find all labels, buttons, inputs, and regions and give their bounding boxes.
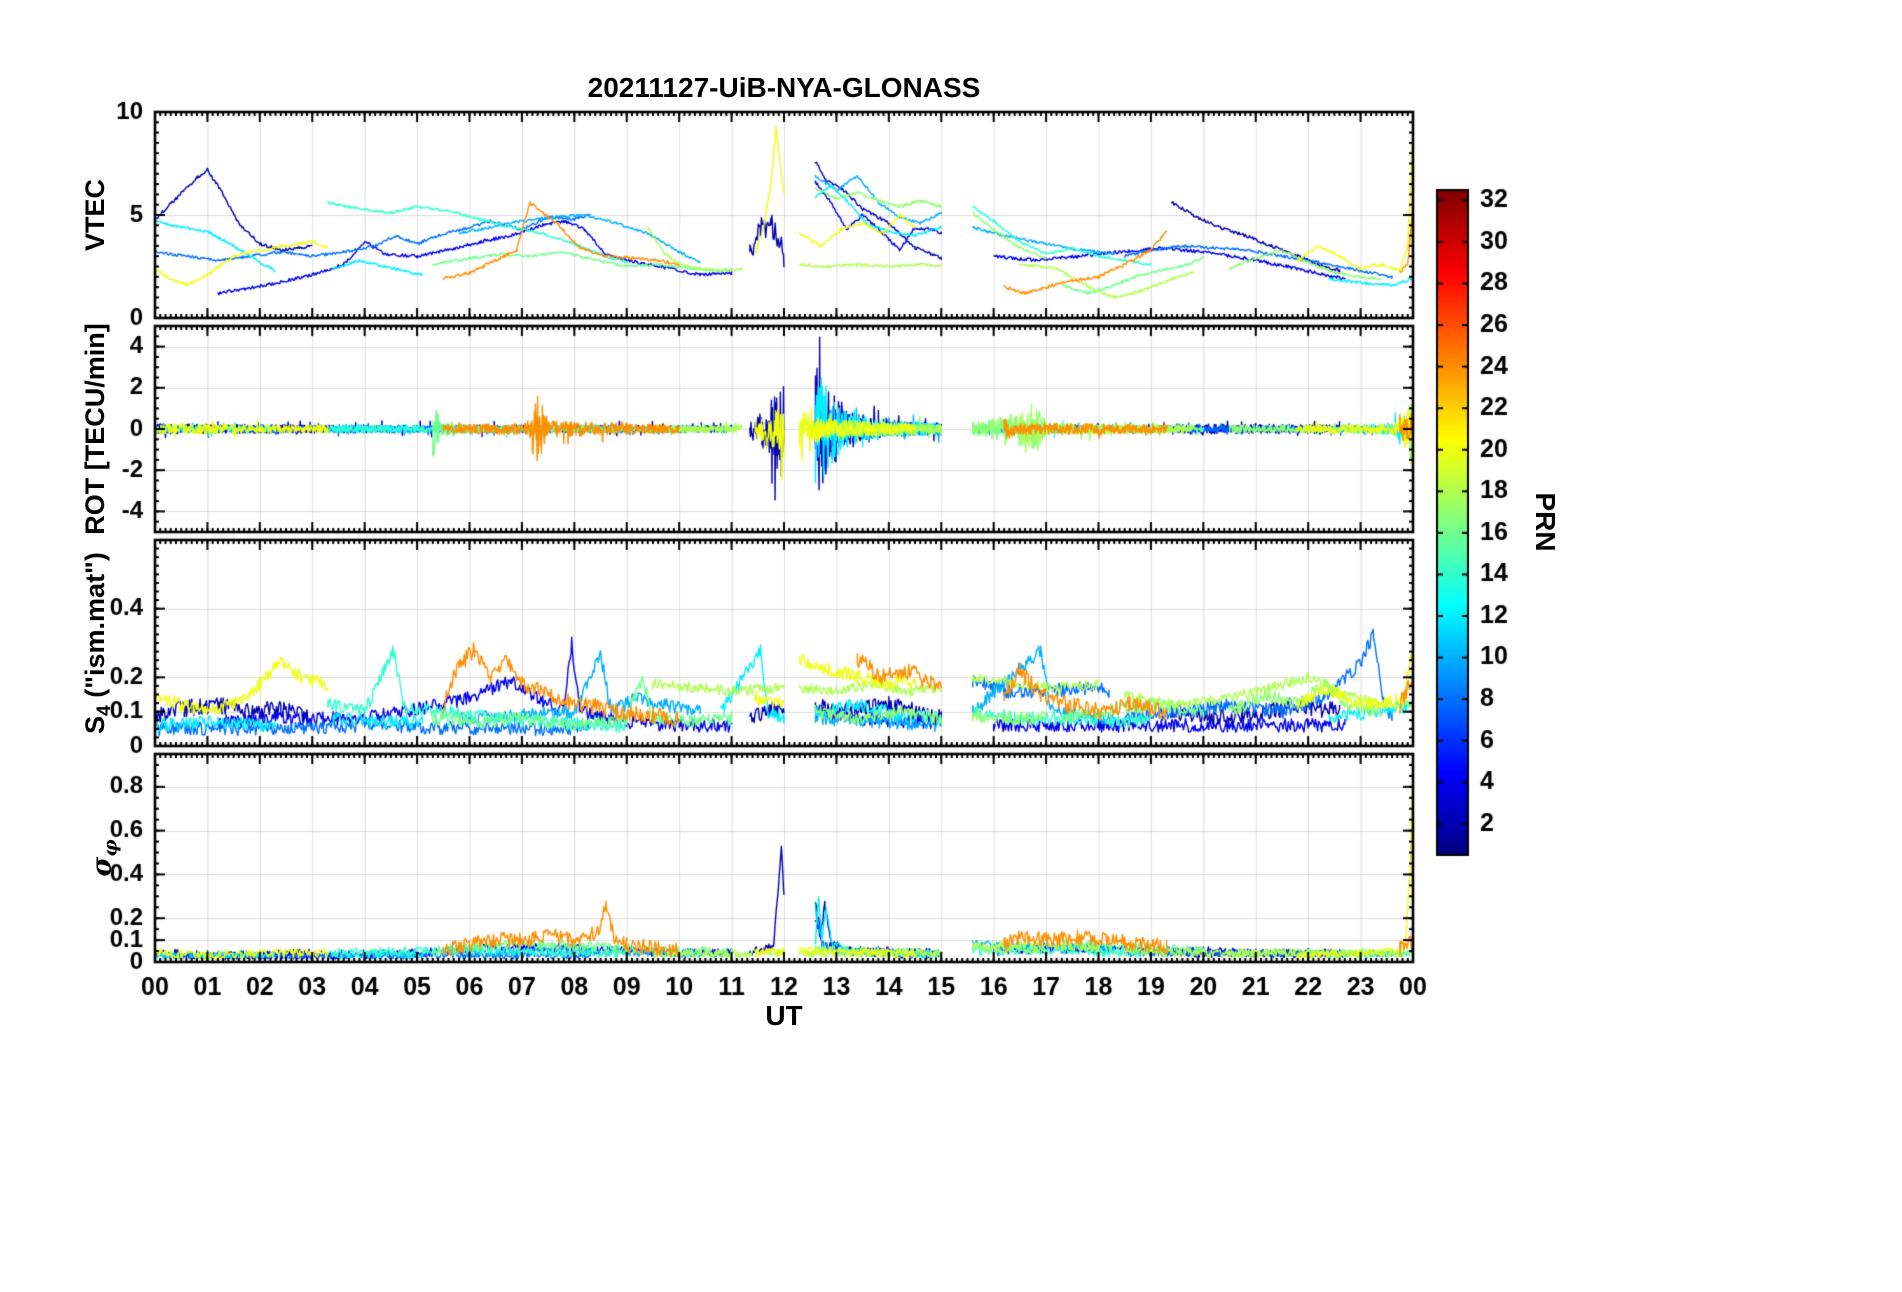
y-axis-label-s4: S4 ("ism.mat") (79, 552, 116, 734)
y-axis-label-sigma-phi: σφ (86, 839, 122, 877)
colorbar-label: PRN (1530, 492, 1561, 552)
y-axis-label-rot: ROT [TECU/min] (80, 323, 116, 534)
y-axis-label-s4-text: S (79, 715, 110, 734)
y-axis-label-rot-text: ROT [TECU/min] (79, 323, 110, 535)
y-axis-label-vtec-text: VTEC (79, 178, 110, 252)
x-axis-label: UT (765, 1000, 803, 1031)
y-axis-label-sigma-text: σ (86, 856, 118, 877)
chart-title: 20211127-UiB-NYA-GLONASS (587, 72, 981, 103)
y-axis-label-vtec: VTEC (80, 179, 116, 251)
